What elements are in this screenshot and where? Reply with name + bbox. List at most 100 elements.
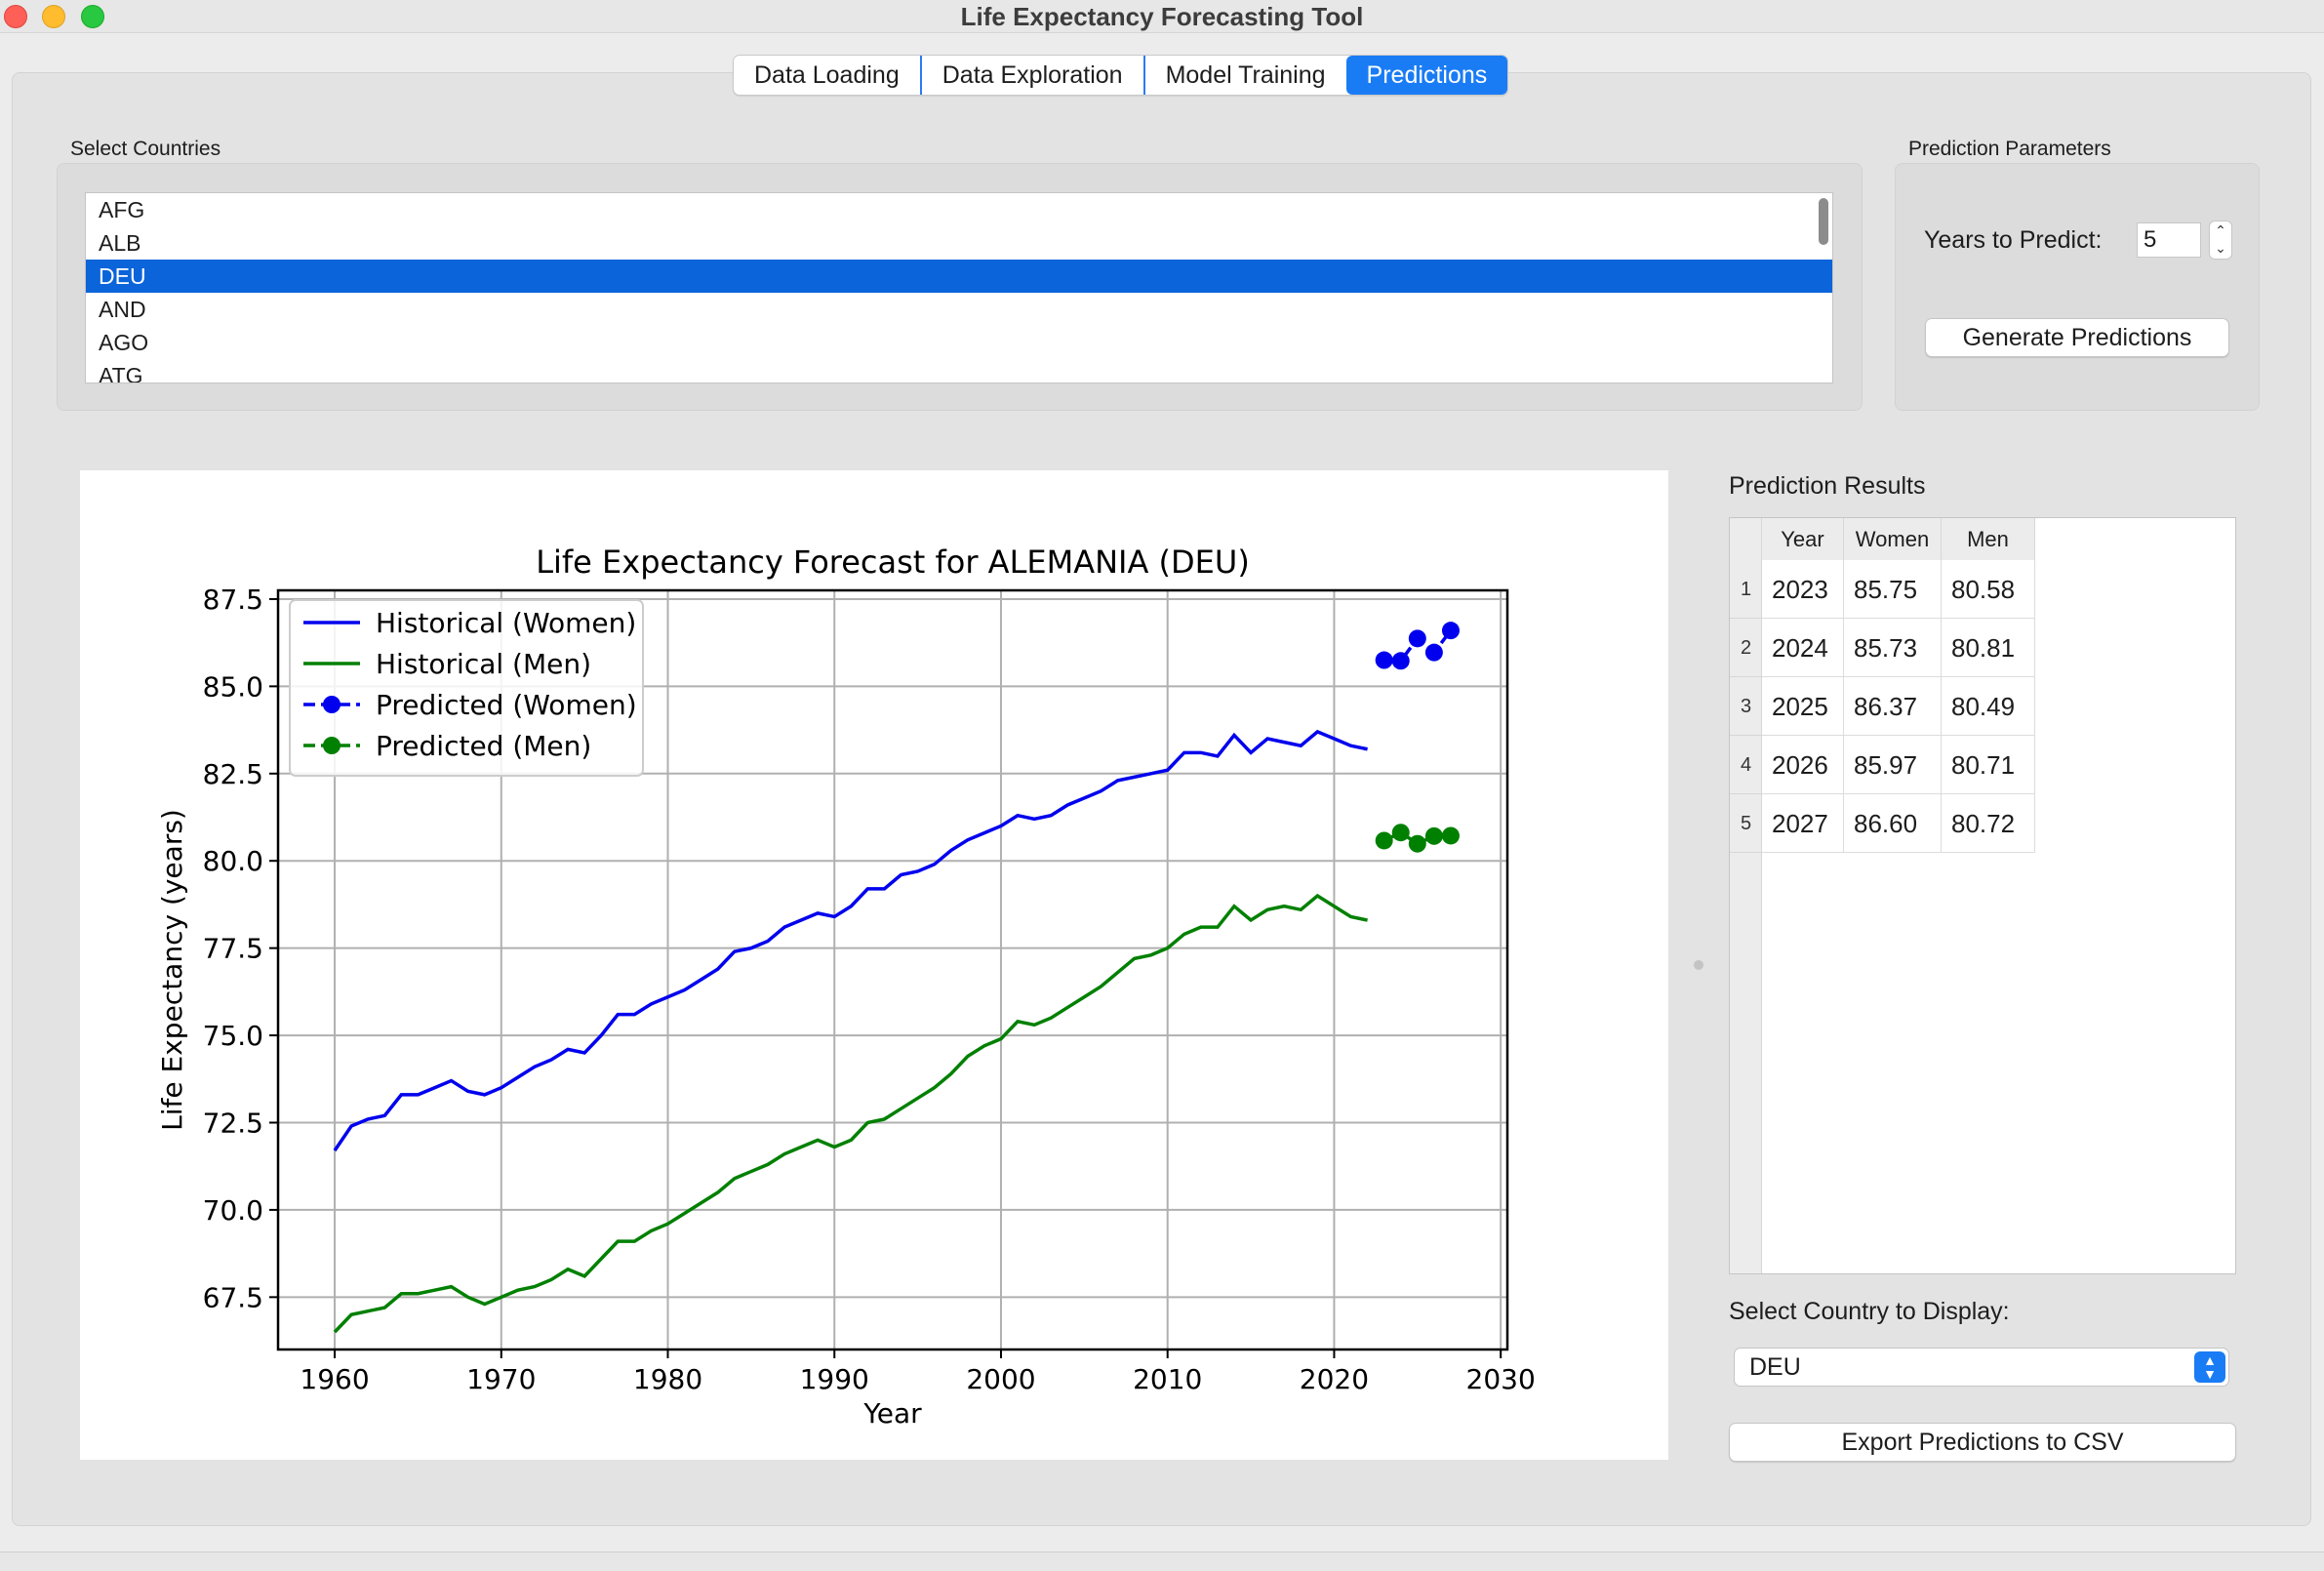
updown-chevron-icon: ▲ ▼: [2194, 1351, 2225, 1383]
x-tick-label: 2010: [1133, 1363, 1202, 1395]
data-point: [1408, 834, 1426, 853]
column-header-year[interactable]: Year: [1762, 518, 1844, 560]
legend-label: Predicted (Women): [376, 689, 637, 721]
title-bar: Life Expectancy Forecasting Tool: [0, 0, 2324, 33]
x-tick-label: 1980: [633, 1363, 702, 1395]
legend-label: Historical (Men): [376, 648, 591, 680]
data-point: [1408, 629, 1426, 648]
country-list[interactable]: AFG ALB DEU AND AGO ATG: [85, 192, 1833, 383]
status-bar: [0, 1551, 2324, 1571]
forecast-chart-panel: 1960 1970 1980 1990 2000 2010 2020 2030 67.5 70.0…: [80, 470, 1668, 1460]
row-number: 5: [1730, 794, 1762, 853]
prediction-results-label: Prediction Results: [1729, 472, 1926, 500]
y-tick-label: 77.5: [203, 933, 263, 965]
chevron-up-icon[interactable]: ⌃: [2215, 222, 2226, 238]
years-to-predict-input[interactable]: 5: [2137, 222, 2201, 258]
x-tick-label: 1970: [466, 1363, 536, 1395]
table-cell-men[interactable]: 80.72: [1942, 794, 2035, 853]
table-row-header-column: [1730, 560, 1762, 1273]
table-cell-year[interactable]: 2024: [1762, 619, 1844, 677]
prediction-parameters-label: Prediction Parameters: [1908, 138, 2111, 160]
close-window-button[interactable]: [4, 5, 27, 28]
tab-data-loading[interactable]: Data Loading: [734, 56, 922, 95]
row-number: 1: [1730, 560, 1762, 619]
y-tick-label: 67.5: [203, 1281, 263, 1313]
x-tick-label: 2020: [1300, 1363, 1369, 1395]
data-point: [1424, 826, 1443, 845]
list-item-ago[interactable]: AGO: [99, 330, 149, 355]
table-cell-year[interactable]: 2027: [1762, 794, 1844, 853]
tab-predictions[interactable]: Predictions: [1345, 56, 1508, 95]
select-country-display-label: Select Country to Display:: [1729, 1298, 2010, 1325]
tab-model-training[interactable]: Model Training: [1165, 61, 1326, 89]
x-tick-label: 1960: [300, 1363, 369, 1395]
legend-label: Historical (Women): [376, 607, 636, 639]
x-tick-label: 2030: [1466, 1363, 1536, 1395]
table-corner: [1730, 518, 1762, 560]
years-stepper[interactable]: ⌃ ⌄: [2209, 221, 2232, 260]
minimize-window-button[interactable]: [42, 5, 65, 28]
series-line-0: [333, 729, 1368, 1152]
y-tick-label: 80.0: [203, 845, 263, 877]
list-scrollbar[interactable]: [1819, 198, 1828, 245]
table-row[interactable]: 5 2027 86.60 80.72: [1730, 794, 2035, 853]
table-cell-women[interactable]: 85.97: [1844, 736, 1942, 794]
generate-predictions-button[interactable]: Generate Predictions: [1925, 318, 2229, 357]
table-row[interactable]: 1 2023 85.75 80.58: [1730, 560, 2035, 619]
chart-legend: Historical (Women) Historical (Men) Predic…: [289, 599, 644, 777]
legend-label: Predicted (Men): [376, 730, 591, 762]
y-tick-label: 82.5: [203, 758, 263, 790]
legend-box: [289, 599, 644, 777]
row-number: 4: [1730, 736, 1762, 794]
data-point: [1391, 824, 1410, 842]
y-tick-label: 70.0: [203, 1194, 263, 1227]
row-number: 3: [1730, 677, 1762, 736]
plot-frame: [276, 588, 1509, 1351]
table-cell-year[interactable]: 2026: [1762, 736, 1844, 794]
years-to-predict-label: Years to Predict:: [1924, 226, 2103, 254]
x-tick-label: 1990: [800, 1363, 869, 1395]
table-cell-women[interactable]: 85.75: [1844, 560, 1942, 619]
list-item-atg[interactable]: ATG: [99, 363, 143, 383]
y-tick-label: 72.5: [203, 1107, 263, 1139]
data-point: [1375, 651, 1393, 669]
table-cell-women[interactable]: 86.37: [1844, 677, 1942, 736]
table-cell-men[interactable]: 80.71: [1942, 736, 2035, 794]
list-item-and[interactable]: AND: [99, 297, 146, 322]
list-item-afg[interactable]: AFG: [99, 197, 145, 222]
splitter-handle[interactable]: [1694, 960, 1703, 970]
select-countries-label: Select Countries: [70, 138, 221, 160]
table-cell-women[interactable]: 85.73: [1844, 619, 1942, 677]
table-row[interactable]: 2 2024 85.73 80.81: [1730, 619, 2035, 677]
column-header-men[interactable]: Men: [1942, 518, 2035, 560]
y-tick-label: 87.5: [203, 584, 263, 616]
export-csv-button[interactable]: Export Predictions to CSV: [1729, 1423, 2236, 1462]
table-cell-year[interactable]: 2025: [1762, 677, 1844, 736]
list-item-alb[interactable]: ALB: [99, 230, 141, 256]
list-item-deu[interactable]: DEU: [86, 260, 1832, 293]
data-point: [1441, 622, 1460, 640]
table-cell-men[interactable]: 80.49: [1942, 677, 2035, 736]
table-cell-men[interactable]: 80.58: [1942, 560, 2035, 619]
x-axis-label: Year: [862, 1397, 922, 1430]
y-axis-label: Life Expectancy (years): [156, 809, 188, 1131]
table-row[interactable]: 3 2025 86.37 80.49: [1730, 677, 2035, 736]
forecast-chart: 1960 1970 1980 1990 2000 2010 2020 2030 67.5 70.0…: [156, 544, 1536, 1430]
table-cell-women[interactable]: 86.60: [1844, 794, 1942, 853]
chevron-down-icon[interactable]: ⌄: [2215, 240, 2226, 256]
tab-data-exploration[interactable]: Data Exploration: [922, 56, 1145, 95]
data-point: [1391, 652, 1410, 670]
legend-marker: [323, 696, 341, 713]
zoom-window-button[interactable]: [81, 5, 104, 28]
column-header-women[interactable]: Women: [1844, 518, 1942, 560]
table-cell-year[interactable]: 2023: [1762, 560, 1844, 619]
prediction-results-table: Year Women Men 1 2023 85.75 80.58 2 2024 85.73…: [1729, 517, 2236, 1274]
window-title: Life Expectancy Forecasting Tool: [960, 2, 1364, 31]
prediction-parameters-group: [1895, 163, 2260, 411]
data-point: [1424, 643, 1443, 662]
country-display-select[interactable]: DEU ▲ ▼: [1734, 1348, 2229, 1387]
table-row[interactable]: 4 2026 85.97 80.71: [1730, 736, 2035, 794]
row-number: 2: [1730, 619, 1762, 677]
table-cell-men[interactable]: 80.81: [1942, 619, 2035, 677]
chart-title: Life Expectancy Forecast for ALEMANIA (D…: [536, 544, 1250, 581]
